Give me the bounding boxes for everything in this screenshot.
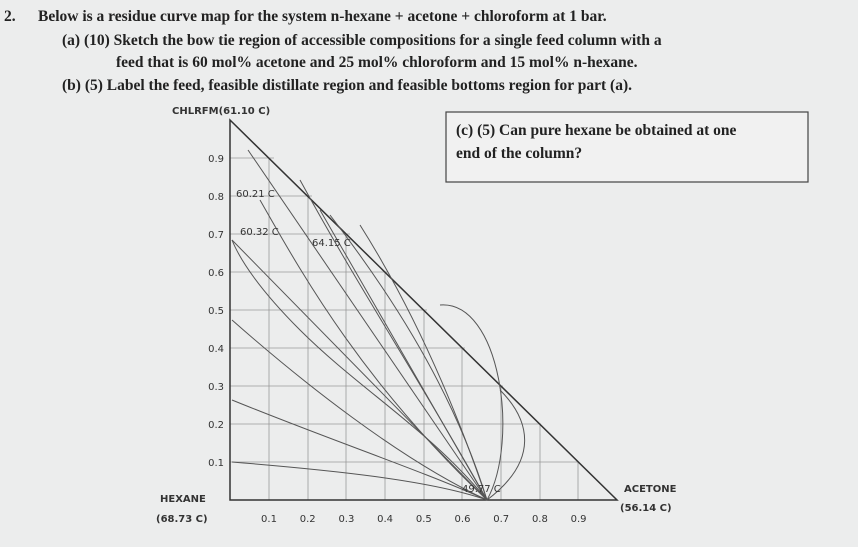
curve (259, 199, 488, 501)
grid-lines (268, 159, 579, 500)
y-axis-label: 0.5 (208, 306, 224, 317)
azeotrope-label: 60.21 C (236, 189, 275, 200)
x-axis-label: 0.6 (455, 514, 471, 525)
boundary (247, 149, 488, 501)
y-axis-label: 0.7 (208, 230, 224, 241)
part-c-line: end of the column? (456, 145, 582, 162)
y-axis-label: 0.1 (208, 458, 224, 469)
y-axis-labels: 0.9 0.8 0.7 0.6 0.5 0.4 0.3 0.2 0.1 (208, 154, 224, 469)
left-corner-name: HEXANE (160, 494, 206, 505)
x-axis-label: 0.8 (532, 514, 548, 525)
part-a-line: feed that is 60 mol% acetone and 25 mol%… (116, 54, 638, 71)
x-axis-label: 0.9 (571, 514, 587, 525)
y-axis-label: 0.8 (208, 192, 224, 203)
left-corner-temp: (68.73 C) (156, 514, 208, 525)
right-corner-temp: (56.14 C) (620, 503, 672, 514)
x-axis-label: 0.7 (493, 514, 509, 525)
y-axis-label: 0.9 (208, 154, 224, 165)
x-axis-label: 0.1 (261, 514, 277, 525)
grid (230, 157, 579, 500)
part-b-line: (b) (5) Label the feed, feasible distill… (62, 77, 632, 94)
curve (299, 179, 488, 501)
curve (231, 319, 488, 501)
azeotrope-label: 60.32 C (240, 227, 279, 238)
triangle (229, 118, 619, 501)
curve (439, 304, 504, 501)
question-number: 2. (4, 8, 16, 25)
y-axis-label: 0.3 (208, 382, 224, 393)
boundary (231, 239, 488, 501)
curve (486, 389, 526, 501)
y-axis-label: 0.4 (208, 344, 224, 355)
part-a-line: (a) (10) Sketch the bow tie region of ac… (62, 32, 662, 49)
right-corner-name: ACETONE (624, 484, 677, 495)
x-axis-label: 0.5 (416, 514, 432, 525)
azeotrope-label: 64.15 C (312, 238, 351, 249)
y-axis-label: 0.6 (208, 268, 224, 279)
question-box (445, 111, 809, 183)
question-intro: Below is a residue curve map for the sys… (38, 8, 607, 25)
residue-curves (231, 149, 526, 501)
curve (329, 214, 488, 501)
top-corner-label: CHLRFM(61.10 C) (172, 106, 270, 117)
x-axis-label: 0.4 (377, 514, 393, 525)
grid-lines (230, 157, 579, 463)
y-axis-label: 0.2 (208, 420, 224, 431)
x-axis-labels: 0.1 0.2 0.3 0.4 0.5 0.6 0.7 0.8 0.9 (261, 514, 587, 525)
curve (231, 461, 488, 501)
azeotrope-label: 49.77 C (462, 484, 501, 495)
x-axis-label: 0.2 (300, 514, 316, 525)
x-axis-label: 0.3 (338, 514, 354, 525)
curve (231, 399, 488, 501)
curve (231, 239, 488, 501)
diagram: CHLRFM(61.10 C) HEXANE (68.73 C) ACETONE… (156, 106, 677, 525)
part-c-line: (c) (5) Can pure hexane be obtained at o… (456, 122, 737, 139)
